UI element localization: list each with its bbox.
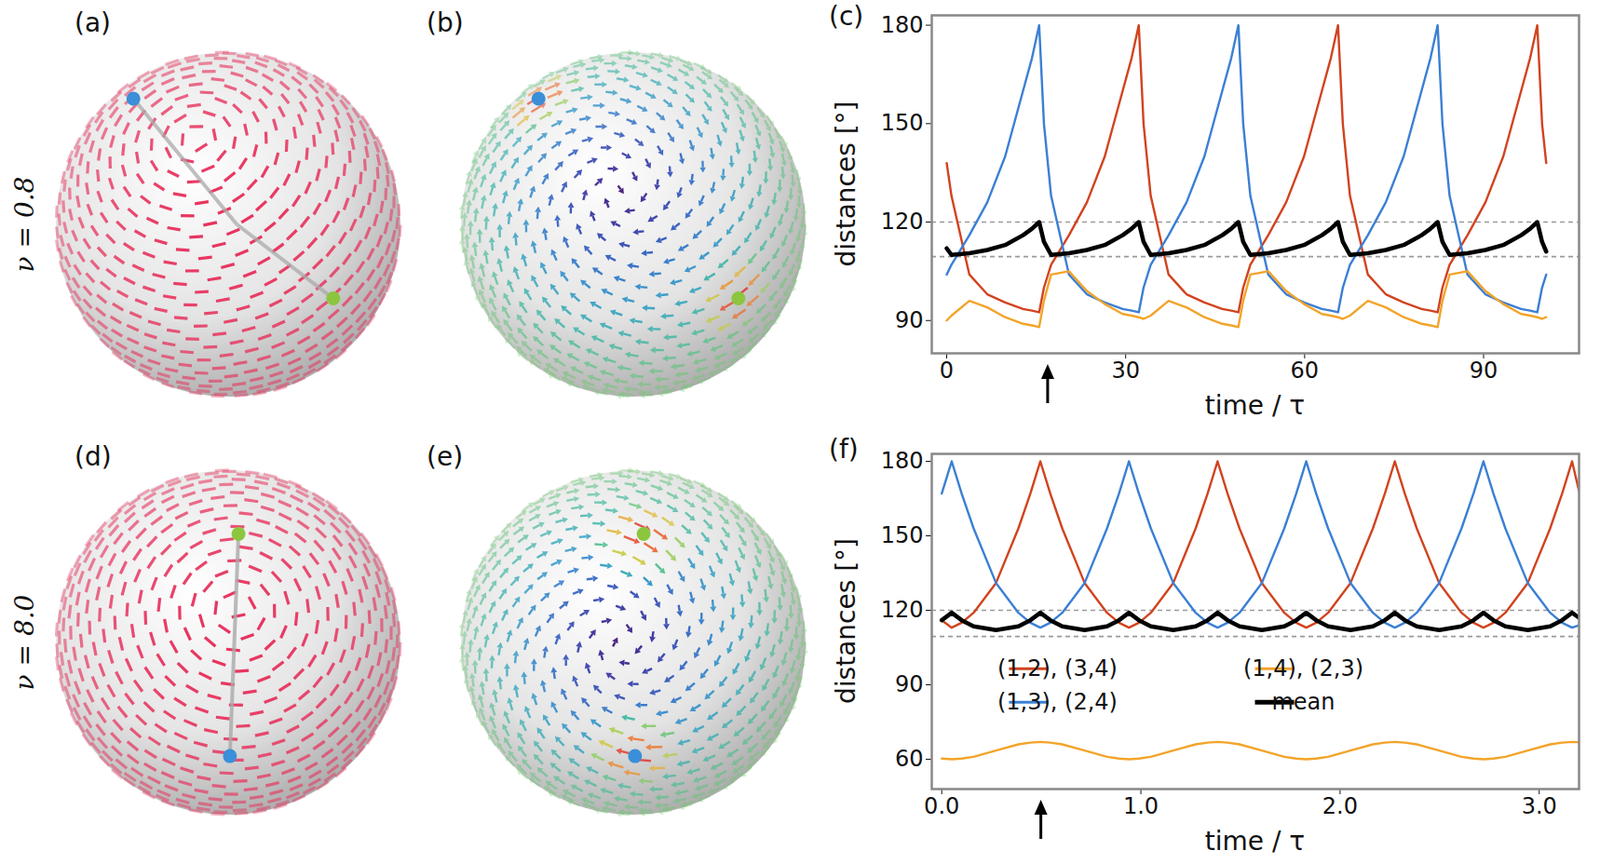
svg-text:time / τ: time / τ (1205, 390, 1305, 421)
svg-text:ν = 8.0: ν = 8.0 (9, 595, 41, 692)
svg-text:150: 150 (881, 109, 924, 136)
svg-text:(1,2), (3,4): (1,2), (3,4) (997, 655, 1118, 682)
svg-text:distances [°]: distances [°] (830, 538, 862, 705)
svg-text:1.0: 1.0 (1123, 793, 1159, 820)
html-text:(f): (f) (828, 433, 859, 465)
svg-text:(d): (d) (74, 441, 112, 473)
svg-text:0: 0 (939, 357, 954, 384)
svg-text:90: 90 (894, 307, 924, 334)
svg-text:distances [°]: distances [°] (830, 101, 862, 268)
svg-text:150: 150 (881, 522, 924, 549)
svg-text:90: 90 (894, 671, 924, 698)
svg-text:120: 120 (881, 596, 924, 624)
svg-text:ν = 0.8: ν = 0.8 (9, 176, 41, 273)
svg-text:90: 90 (1469, 357, 1499, 384)
svg-text:(a): (a) (74, 7, 111, 39)
svg-text:time / τ: time / τ (1205, 826, 1305, 857)
svg-text:3.0: 3.0 (1521, 793, 1558, 820)
svg-text:60: 60 (894, 745, 924, 773)
svg-text:180: 180 (881, 12, 924, 39)
svg-text:60: 60 (1290, 357, 1320, 384)
svg-text:180: 180 (881, 447, 924, 475)
svg-text:(e): (e) (426, 441, 463, 473)
svg-text:2.0: 2.0 (1322, 793, 1358, 820)
svg-text:(1,3), (2,4): (1,3), (2,4) (997, 689, 1118, 716)
svg-text:(1,4), (2,3): (1,4), (2,3) (1243, 655, 1364, 682)
svg-text:30: 30 (1111, 357, 1140, 384)
svg-text:mean: mean (1271, 689, 1335, 716)
svg-text:(b): (b) (426, 7, 464, 39)
html-text:(c): (c) (828, 0, 864, 32)
svg-text:120: 120 (881, 208, 924, 235)
svg-text:0.0: 0.0 (923, 793, 960, 820)
